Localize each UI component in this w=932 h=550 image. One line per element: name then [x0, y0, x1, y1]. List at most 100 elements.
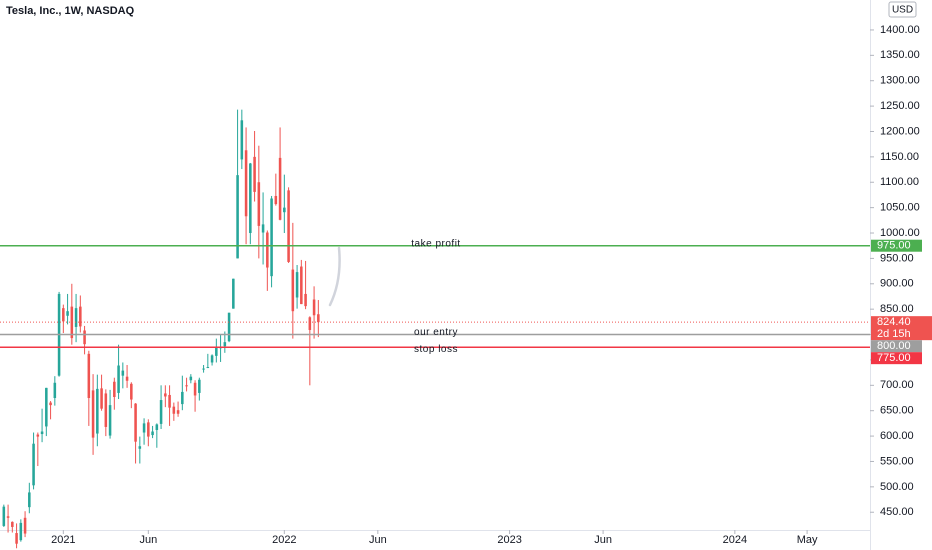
- x-tick-label: 2023: [497, 534, 521, 546]
- current-price-tag: [871, 316, 932, 341]
- candle-body: [206, 367, 210, 369]
- candle-body: [164, 393, 167, 397]
- candle-body: [266, 232, 269, 268]
- candle-body: [113, 381, 116, 397]
- candle-body: [45, 387, 48, 427]
- x-tick-label: Jun: [139, 534, 157, 546]
- candle-body: [100, 388, 103, 409]
- candle-body: [312, 299, 316, 316]
- candle-body: [198, 379, 201, 393]
- candle-body: [168, 394, 171, 408]
- y-tick-label: 650.00: [880, 405, 914, 417]
- candle-body: [257, 182, 261, 226]
- candle-body: [104, 393, 108, 427]
- y-tick-label: 550.00: [880, 455, 914, 467]
- candle-body: [227, 312, 231, 342]
- y-tick-label: 1100.00: [880, 176, 919, 188]
- candle-body: [70, 306, 74, 339]
- y-tick-label: 1150.00: [880, 151, 919, 163]
- candle-body: [236, 175, 239, 259]
- y-tick-label: 1000.00: [880, 227, 920, 239]
- candle-body: [210, 355, 214, 363]
- current-price-label: 824.40: [877, 316, 911, 328]
- candle-body: [28, 492, 31, 508]
- level-price-label: 975.00: [877, 240, 911, 252]
- candle-body: [308, 317, 312, 330]
- candle-body: [189, 376, 193, 381]
- candle-body: [96, 388, 99, 434]
- candle-body: [278, 157, 282, 220]
- candle-body: [155, 424, 159, 430]
- candle-body: [79, 306, 82, 327]
- candle-body: [295, 272, 299, 298]
- currency: USD: [892, 5, 913, 16]
- candle-body: [287, 190, 290, 262]
- candle-body: [283, 207, 286, 213]
- candle-body: [193, 382, 197, 396]
- candle-body: [249, 163, 252, 234]
- candle-body: [62, 308, 65, 322]
- candle-body: [117, 365, 120, 393]
- candle-body: [121, 370, 125, 376]
- candle-body: [181, 391, 184, 405]
- level-label: take profit: [411, 238, 460, 249]
- y-tick-label: 700.00: [880, 379, 914, 391]
- y-tick-label: 1300.00: [880, 75, 920, 87]
- candle-body: [159, 400, 163, 424]
- level-label: our entry: [414, 327, 458, 338]
- candle-body: [202, 368, 205, 370]
- countdown: 2d 15h: [877, 328, 911, 340]
- level-label: stop loss: [414, 344, 458, 355]
- candle-body: [185, 385, 188, 387]
- y-tick-label: 450.00: [880, 506, 914, 518]
- candle-body: [32, 443, 35, 486]
- y-tick-label: 1250.00: [880, 100, 920, 112]
- candle-body: [91, 390, 95, 438]
- y-tick-label: 1400.00: [880, 24, 920, 36]
- candle-body: [151, 431, 154, 436]
- level-price-tag: [871, 352, 922, 365]
- candle-body: [274, 195, 278, 205]
- candle-body: [19, 522, 23, 541]
- x-tick-label: May: [797, 534, 818, 546]
- candle-body: [215, 347, 218, 356]
- candle-body: [223, 342, 227, 347]
- drawing-arc: [328, 246, 341, 307]
- candle-body: [15, 533, 18, 544]
- candle-body: [291, 269, 295, 312]
- candle-body: [40, 431, 44, 435]
- currency-box: [888, 1, 917, 18]
- candle-body: [2, 506, 6, 526]
- y-tick-label: 1050.00: [880, 202, 920, 214]
- level-price-tag: [871, 239, 922, 252]
- candle-body: [232, 278, 235, 309]
- candle-body: [253, 156, 256, 192]
- candle-body: [147, 422, 150, 437]
- candle-body: [125, 376, 129, 381]
- y-tick-label: 1200.00: [880, 125, 920, 137]
- y-tick-label: 900.00: [880, 278, 914, 290]
- candle-body: [6, 516, 10, 518]
- candle-body: [300, 266, 303, 305]
- level-price-label: 800.00: [877, 340, 911, 352]
- x-tick-label: 2021: [51, 534, 75, 546]
- candle-body: [36, 434, 40, 437]
- candle-body: [261, 224, 265, 233]
- candle-body: [142, 423, 146, 433]
- y-tick-label: 1350.00: [880, 49, 920, 61]
- candle-body: [138, 446, 142, 449]
- candle-body: [172, 406, 176, 414]
- candle-body: [23, 517, 27, 534]
- candle-body: [240, 120, 244, 160]
- y-tick-label: 850.00: [880, 303, 914, 315]
- candle-body: [244, 150, 248, 217]
- candle-body: [317, 314, 320, 323]
- candle-body: [83, 330, 86, 345]
- level-price-tag: [871, 340, 922, 353]
- candle-body: [66, 311, 69, 316]
- y-tick-label: 600.00: [880, 430, 914, 442]
- candle-body: [49, 402, 52, 406]
- candle-body: [53, 382, 57, 399]
